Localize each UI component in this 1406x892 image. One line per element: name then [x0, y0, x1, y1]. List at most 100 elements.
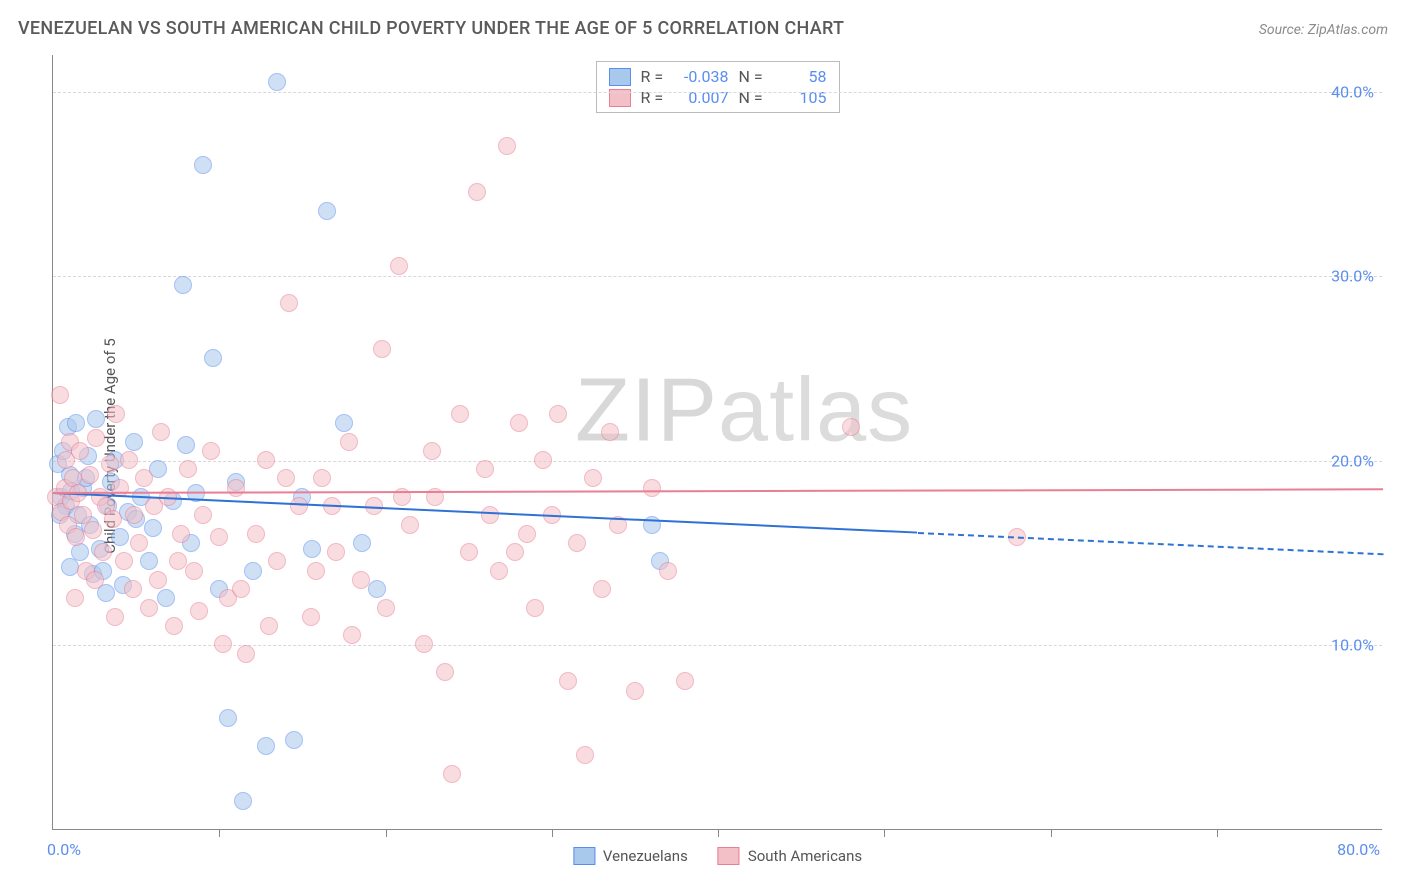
chart-title: VENEZUELAN VS SOUTH AMERICAN CHILD POVER…: [18, 18, 844, 39]
gridline: [53, 645, 1382, 646]
gridline: [53, 461, 1382, 462]
legend: VenezuelansSouth Americans: [573, 847, 862, 865]
data-point: [302, 608, 320, 626]
n-value: 105: [777, 88, 827, 107]
data-point: [234, 792, 252, 810]
x-tick: [718, 829, 719, 837]
data-point: [593, 580, 611, 598]
data-point: [111, 528, 129, 546]
data-point: [115, 552, 133, 570]
data-point: [368, 580, 386, 598]
data-point: [157, 589, 175, 607]
y-tick-label: 30.0%: [1331, 267, 1374, 286]
data-point: [135, 469, 153, 487]
r-label: R =: [641, 88, 669, 107]
data-point: [130, 534, 148, 552]
data-point: [214, 635, 232, 653]
data-point: [194, 156, 212, 174]
x-tick: [1051, 829, 1052, 837]
data-point: [94, 543, 112, 561]
data-point: [415, 635, 433, 653]
data-point: [51, 386, 69, 404]
data-point: [526, 599, 544, 617]
data-point: [190, 602, 208, 620]
data-point: [268, 552, 286, 570]
data-point: [107, 405, 125, 423]
r-label: R =: [641, 67, 669, 86]
data-point: [352, 571, 370, 589]
data-point: [280, 294, 298, 312]
data-point: [194, 506, 212, 524]
data-point: [152, 423, 170, 441]
data-point: [460, 543, 478, 561]
data-point: [601, 423, 619, 441]
data-point: [510, 414, 528, 432]
data-point: [257, 451, 275, 469]
data-point: [101, 455, 119, 473]
data-point: [149, 571, 167, 589]
x-tick: [386, 829, 387, 837]
data-point: [327, 543, 345, 561]
data-point: [676, 672, 694, 690]
data-point: [549, 405, 567, 423]
data-point: [84, 521, 102, 539]
data-point: [177, 436, 195, 454]
stats-row: R =0.007N =105: [609, 87, 827, 108]
trend-line: [917, 532, 1383, 555]
data-point: [373, 340, 391, 358]
n-label: N =: [739, 67, 767, 86]
data-point: [144, 519, 162, 537]
data-point: [498, 137, 516, 155]
data-point: [232, 580, 250, 598]
data-point: [61, 558, 79, 576]
source-attribution: Source: ZipAtlas.com: [1259, 22, 1388, 38]
data-point: [559, 672, 577, 690]
data-point: [659, 562, 677, 580]
x-tick-label: 0.0%: [47, 840, 81, 859]
data-point: [81, 466, 99, 484]
watermark: ZIPatlas: [575, 360, 913, 463]
data-point: [401, 516, 419, 534]
legend-item: South Americans: [718, 847, 862, 865]
legend-swatch: [718, 847, 740, 865]
data-point: [87, 410, 105, 428]
data-point: [568, 534, 586, 552]
data-point: [390, 257, 408, 275]
data-point: [576, 746, 594, 764]
data-point: [174, 276, 192, 294]
x-tick: [884, 829, 885, 837]
gridline: [53, 276, 1382, 277]
data-point: [436, 663, 454, 681]
data-point: [104, 510, 122, 528]
data-point: [643, 479, 661, 497]
gridline: [53, 92, 1382, 93]
data-point: [268, 73, 286, 91]
data-point: [423, 442, 441, 460]
data-point: [303, 540, 321, 558]
scatter-plot: ZIPatlas R =-0.038N =58R =0.007N =105 Ve…: [52, 55, 1382, 830]
n-value: 58: [777, 67, 827, 86]
data-point: [120, 451, 138, 469]
stats-row: R =-0.038N =58: [609, 66, 827, 87]
data-point: [335, 414, 353, 432]
data-point: [468, 183, 486, 201]
data-point: [506, 543, 524, 561]
data-point: [140, 599, 158, 617]
data-point: [87, 429, 105, 447]
data-point: [179, 460, 197, 478]
data-point: [219, 709, 237, 727]
n-label: N =: [739, 88, 767, 107]
data-point: [237, 645, 255, 663]
y-tick-label: 10.0%: [1331, 636, 1374, 655]
data-point: [490, 562, 508, 580]
data-point: [353, 534, 371, 552]
data-point: [67, 528, 85, 546]
data-point: [343, 626, 361, 644]
data-point: [227, 479, 245, 497]
data-point: [140, 552, 158, 570]
data-point: [626, 682, 644, 700]
data-point: [244, 562, 262, 580]
data-point: [247, 525, 265, 543]
data-point: [377, 599, 395, 617]
data-point: [165, 617, 183, 635]
